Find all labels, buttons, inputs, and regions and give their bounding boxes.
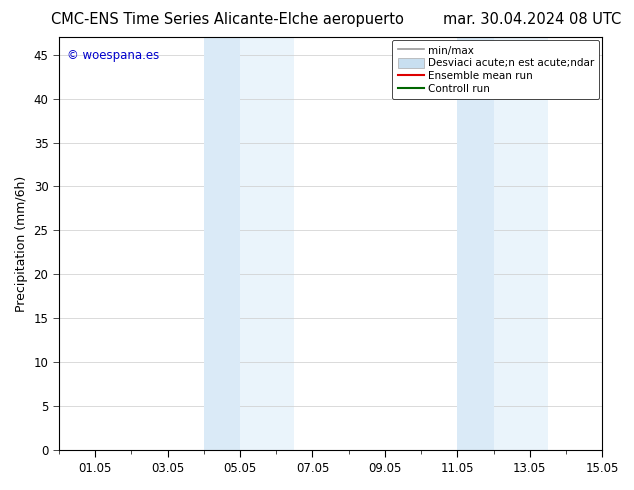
Text: © woespana.es: © woespana.es xyxy=(67,49,159,62)
Text: CMC-ENS Time Series Alicante-Elche aeropuerto: CMC-ENS Time Series Alicante-Elche aerop… xyxy=(51,12,404,27)
Bar xyxy=(240,37,294,450)
Bar xyxy=(494,37,548,450)
Bar xyxy=(204,37,240,450)
Y-axis label: Precipitation (mm/6h): Precipitation (mm/6h) xyxy=(15,175,28,312)
Legend: min/max, Desviaci acute;n est acute;ndar, Ensemble mean run, Controll run: min/max, Desviaci acute;n est acute;ndar… xyxy=(392,40,599,99)
Bar xyxy=(457,37,494,450)
Text: mar. 30.04.2024 08 UTC: mar. 30.04.2024 08 UTC xyxy=(443,12,621,27)
